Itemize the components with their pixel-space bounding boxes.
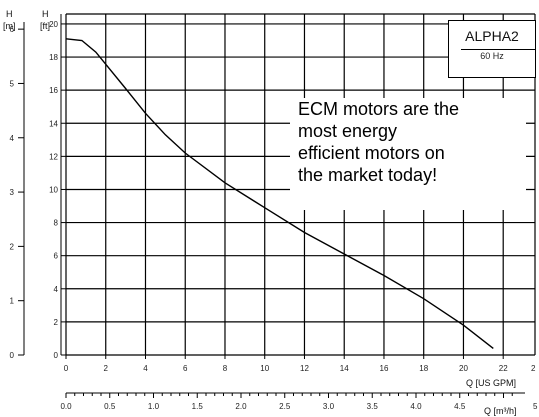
left-axis-tick-label: 0 <box>10 351 15 360</box>
right-axis-tick-label: 4 <box>54 285 59 294</box>
secondary-x-axis-tick-label: 3.0 <box>323 402 335 411</box>
right-axis-tick-label: 10 <box>49 185 58 194</box>
right-axis-label-unit: [ft] <box>40 21 50 31</box>
secondary-x-axis-tick-label: 2.5 <box>279 402 291 411</box>
x-axis-tick-label: 18 <box>419 364 428 373</box>
secondary-x-axis-ticks: 0.0 0.5 1.0 1.5 2.0 2.5 3.0 3.5 4.0 4.5 5 <box>60 392 538 411</box>
model-legend-box: ALPHA2 60 Hz <box>448 20 536 78</box>
right-axis-ticks: 0 2 4 6 8 10 12 14 16 18 20 <box>49 14 66 360</box>
x-axis-tick-label: 2 <box>104 364 109 373</box>
x-axis-tick-label: 4 <box>143 364 148 373</box>
x-axis-tick-label: 6 <box>183 364 188 373</box>
right-axis-tick-label: 0 <box>54 351 59 360</box>
annotation-line-3: efficient motors on <box>298 143 445 163</box>
left-axis-label-unit: [m] <box>3 21 16 31</box>
x-axis-tick-label-edge: 2 <box>531 364 536 373</box>
right-axis-tick-label: 2 <box>54 318 59 327</box>
x-axis-tick-label: 16 <box>380 364 389 373</box>
secondary-x-axis-title: Q [m³/h] <box>484 406 517 416</box>
secondary-x-axis-tick-label: 0.5 <box>104 402 116 411</box>
right-axis-tick-label: 14 <box>49 119 58 128</box>
right-axis-tick-label: 12 <box>49 152 58 161</box>
secondary-x-axis-tick-label-edge: 5 <box>533 402 538 411</box>
annotation-line-4: the market today! <box>298 165 438 185</box>
left-axis-label-h: H <box>6 9 13 19</box>
secondary-x-axis-tick-label: 4.0 <box>410 402 422 411</box>
x-axis-tick-label: 20 <box>459 364 468 373</box>
secondary-x-axis-tick-label: 0.0 <box>60 402 72 411</box>
left-axis-tick-label: 4 <box>10 134 15 143</box>
x-axis-tick-label: 0 <box>64 364 69 373</box>
x-axis-tick-label: 8 <box>223 364 228 373</box>
model-name: ALPHA2 <box>465 28 519 44</box>
annotation-text-box: ECM motors are the most energy efficient… <box>290 98 526 210</box>
x-axis-tick-label: 22 <box>499 364 508 373</box>
secondary-x-axis-tick-label: 1.5 <box>192 402 204 411</box>
left-axis-tick-label: 2 <box>10 242 15 251</box>
right-axis-tick-label: 8 <box>54 219 59 228</box>
annotation-line-1: ECM motors are the <box>298 99 460 119</box>
left-axis-tick-label: 3 <box>10 188 15 197</box>
x-axis-tick-label: 14 <box>340 364 349 373</box>
left-axis-tick-label: 6 <box>10 25 15 34</box>
x-axis-tick-label: 10 <box>260 364 269 373</box>
right-axis-tick-label: 6 <box>54 252 59 261</box>
secondary-x-axis-tick-label: 3.5 <box>367 402 379 411</box>
primary-x-axis-title: Q [US GPM] <box>466 378 516 388</box>
right-axis-tick-label: 20 <box>49 20 58 29</box>
x-axis-tick-label: 12 <box>300 364 309 373</box>
annotation-line-2: most energy <box>298 121 398 141</box>
left-axis-ticks: 0 1 2 3 4 5 6 <box>10 22 25 360</box>
left-axis-tick-label: 5 <box>10 79 15 88</box>
right-axis-tick-label: 18 <box>49 53 58 62</box>
secondary-x-axis-tick-label: 1.0 <box>148 402 160 411</box>
right-axis-label-h: H <box>42 9 49 19</box>
left-axis-tick-label: 1 <box>10 297 15 306</box>
pump-curve-line <box>65 38 494 349</box>
primary-x-axis-ticks: 0 2 4 6 8 10 12 14 16 18 20 22 2 <box>64 355 536 373</box>
model-frequency: 60 Hz <box>480 51 504 61</box>
secondary-x-axis-tick-label: 4.5 <box>454 402 466 411</box>
model-separator <box>461 49 535 50</box>
right-axis-tick-label: 16 <box>49 86 58 95</box>
secondary-x-axis-tick-label: 2.0 <box>235 402 247 411</box>
